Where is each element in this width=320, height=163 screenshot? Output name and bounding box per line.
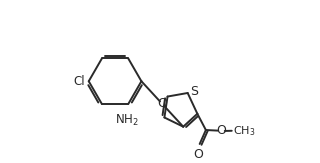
Text: O: O bbox=[216, 124, 226, 137]
Text: S: S bbox=[190, 85, 198, 98]
Text: O: O bbox=[157, 97, 167, 111]
Text: O: O bbox=[194, 148, 204, 161]
Text: CH$_3$: CH$_3$ bbox=[233, 124, 256, 138]
Text: NH$_2$: NH$_2$ bbox=[115, 113, 139, 128]
Text: Cl: Cl bbox=[73, 75, 85, 88]
